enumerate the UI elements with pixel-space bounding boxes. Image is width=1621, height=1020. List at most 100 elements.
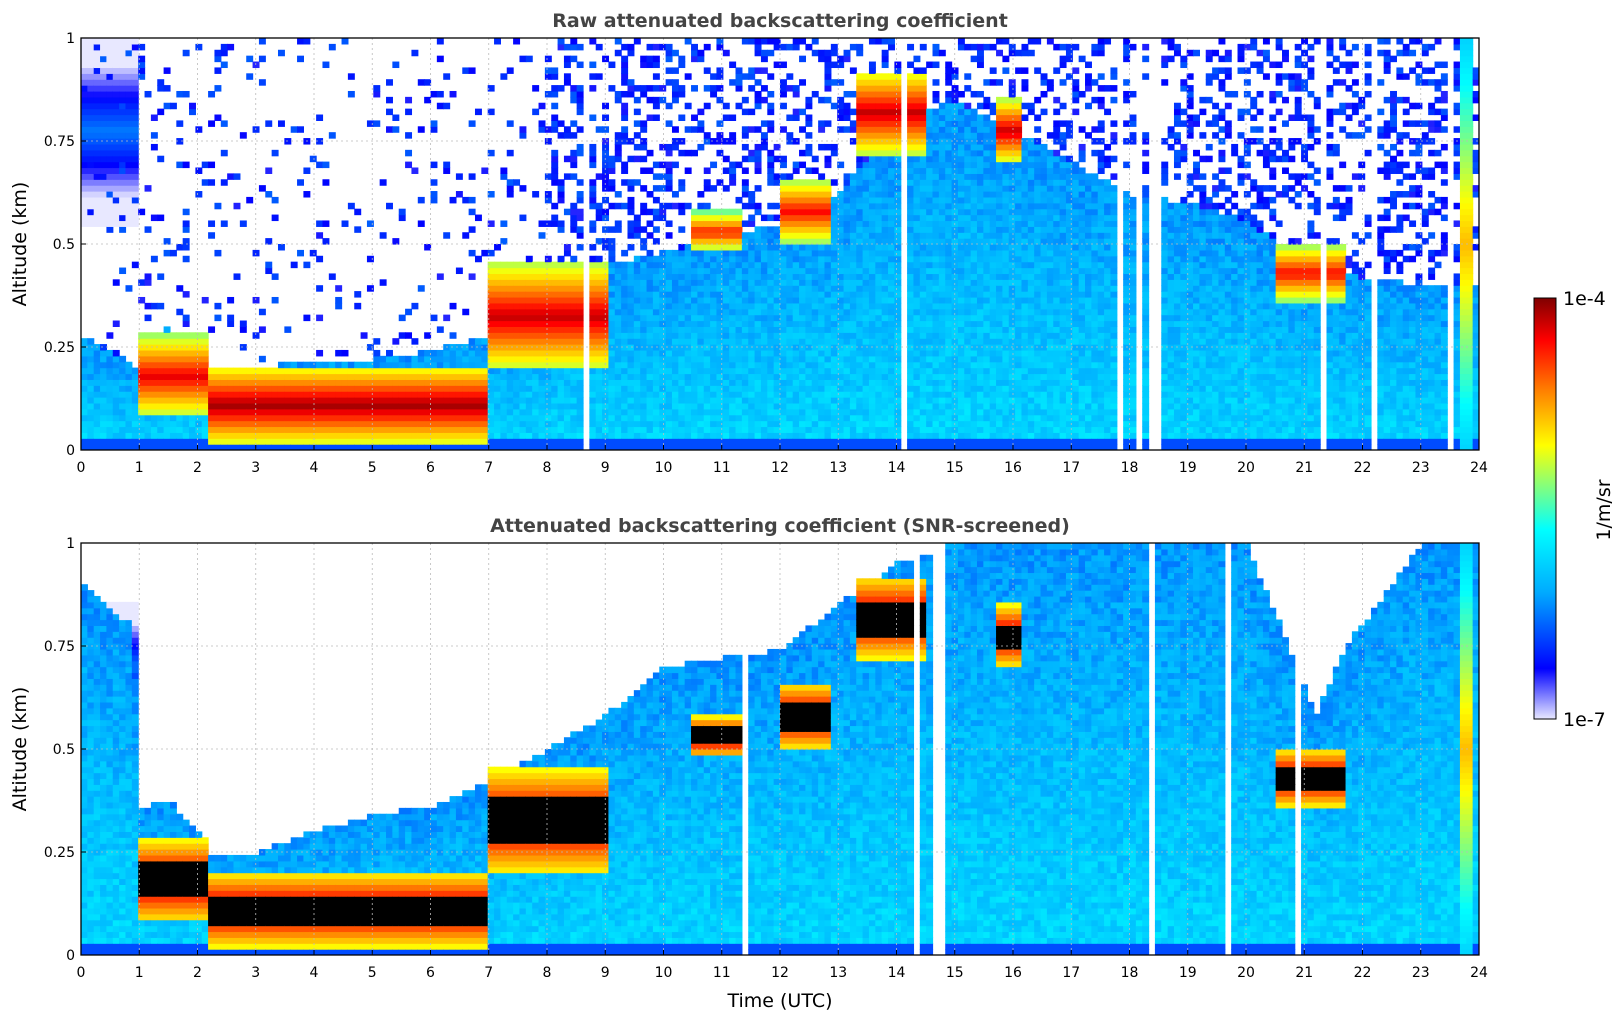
heatmap-cell: [767, 108, 775, 116]
heatmap-cell: [888, 244, 895, 251]
heatmap-cell: [862, 426, 870, 433]
heatmap-cell: [735, 196, 743, 204]
heatmap-cell: [519, 408, 527, 416]
heatmap-cell: [220, 43, 228, 51]
heatmap-cell: [335, 438, 343, 445]
heatmap-cell: [671, 426, 679, 433]
heatmap-cell: [386, 349, 393, 357]
heatmap-cell: [741, 385, 749, 392]
heatmap-cell: [703, 238, 711, 245]
heatmap-cell: [754, 249, 762, 257]
heatmap-cell: [919, 420, 927, 428]
heatmap-cell: [392, 402, 400, 410]
heatmap-cell: [525, 255, 533, 263]
heatmap-cell: [780, 373, 787, 380]
heatmap-cell: [474, 426, 482, 433]
heatmap-cell: [919, 432, 927, 439]
heatmap-cell: [881, 414, 889, 422]
heatmap-cell: [710, 361, 718, 369]
heatmap-cell: [481, 408, 489, 416]
heatmap-cell: [799, 302, 807, 310]
heatmap-cell: [239, 397, 247, 404]
heatmap-cell: [182, 291, 190, 298]
heatmap-cell: [589, 73, 597, 80]
heatmap-cell: [684, 314, 692, 322]
heatmap-cell: [417, 438, 425, 445]
heatmap-cell: [386, 402, 393, 410]
heatmap-cell: [824, 61, 832, 69]
heatmap-cell: [494, 273, 501, 280]
heatmap-cell: [710, 432, 718, 439]
heatmap-cell: [627, 285, 635, 292]
heatmap-cell: [576, 438, 584, 445]
heatmap-cell: [614, 96, 622, 104]
heatmap-cell: [551, 85, 559, 92]
heatmap-cell: [684, 296, 692, 304]
heatmap-cell: [81, 126, 88, 133]
heatmap-cell: [735, 85, 743, 92]
heatmap-cell: [919, 355, 927, 363]
heatmap-cell: [830, 79, 838, 86]
heatmap-cell: [525, 285, 533, 292]
heatmap-cell: [735, 361, 743, 369]
heatmap-cell: [849, 267, 857, 275]
heatmap-cell: [710, 426, 718, 433]
heatmap-cell: [462, 397, 470, 404]
heatmap-cell: [856, 367, 864, 375]
heatmap-cell: [862, 255, 870, 263]
heatmap-cell: [824, 326, 832, 333]
heatmap-cell: [411, 385, 419, 392]
heatmap-cell: [741, 202, 749, 210]
heatmap-cell: [652, 173, 660, 180]
heatmap-cell: [919, 367, 927, 375]
heatmap-cell: [684, 38, 692, 45]
heatmap-cell: [233, 432, 241, 439]
heatmap-cell: [811, 267, 819, 275]
heatmap-cell: [856, 138, 864, 145]
heatmap-cell: [455, 367, 463, 375]
heatmap-cell: [551, 296, 559, 304]
heatmap-cell: [335, 349, 343, 357]
heatmap-cell: [366, 391, 374, 398]
heatmap-cell: [678, 349, 686, 357]
heatmap-cell: [710, 402, 718, 410]
heatmap-cell: [894, 261, 902, 269]
heatmap-cell: [189, 408, 196, 416]
heatmap-cell: [532, 332, 540, 339]
heatmap-cell: [849, 185, 857, 192]
heatmap-cell: [805, 420, 813, 428]
heatmap-cell: [659, 420, 667, 428]
heatmap-cell: [760, 85, 768, 92]
heatmap-cell: [436, 355, 444, 363]
heatmap-cell: [360, 385, 368, 392]
heatmap-cell: [119, 173, 127, 180]
heatmap-cell: [786, 385, 794, 392]
heatmap-cell: [913, 126, 921, 133]
heatmap-cell: [87, 214, 95, 222]
heatmap-cell: [449, 420, 457, 428]
heatmap-cell: [169, 432, 177, 439]
heatmap-cell: [500, 320, 508, 327]
heatmap-cell: [614, 273, 622, 280]
heatmap-cell: [919, 261, 927, 269]
heatmap-cell: [659, 214, 667, 222]
heatmap-cell: [81, 349, 88, 357]
heatmap-cell: [805, 408, 813, 416]
heatmap-cell: [652, 238, 660, 245]
heatmap-cell: [780, 249, 787, 257]
heatmap-cell: [500, 279, 508, 286]
heatmap-cell: [748, 244, 756, 251]
heatmap-cell: [386, 426, 393, 433]
heatmap-cell: [760, 120, 768, 127]
heatmap-cell: [424, 444, 432, 450]
heatmap-cell: [843, 179, 851, 186]
heatmap-cell: [570, 385, 578, 392]
heatmap-cell: [881, 426, 889, 433]
heatmap-cell: [710, 138, 718, 145]
heatmap-cell: [741, 379, 749, 386]
heatmap-cell: [462, 408, 470, 416]
heatmap-cell: [716, 444, 724, 450]
heatmap-cell: [741, 238, 749, 245]
heatmap-cell: [716, 132, 724, 139]
heatmap-cell: [474, 379, 482, 386]
